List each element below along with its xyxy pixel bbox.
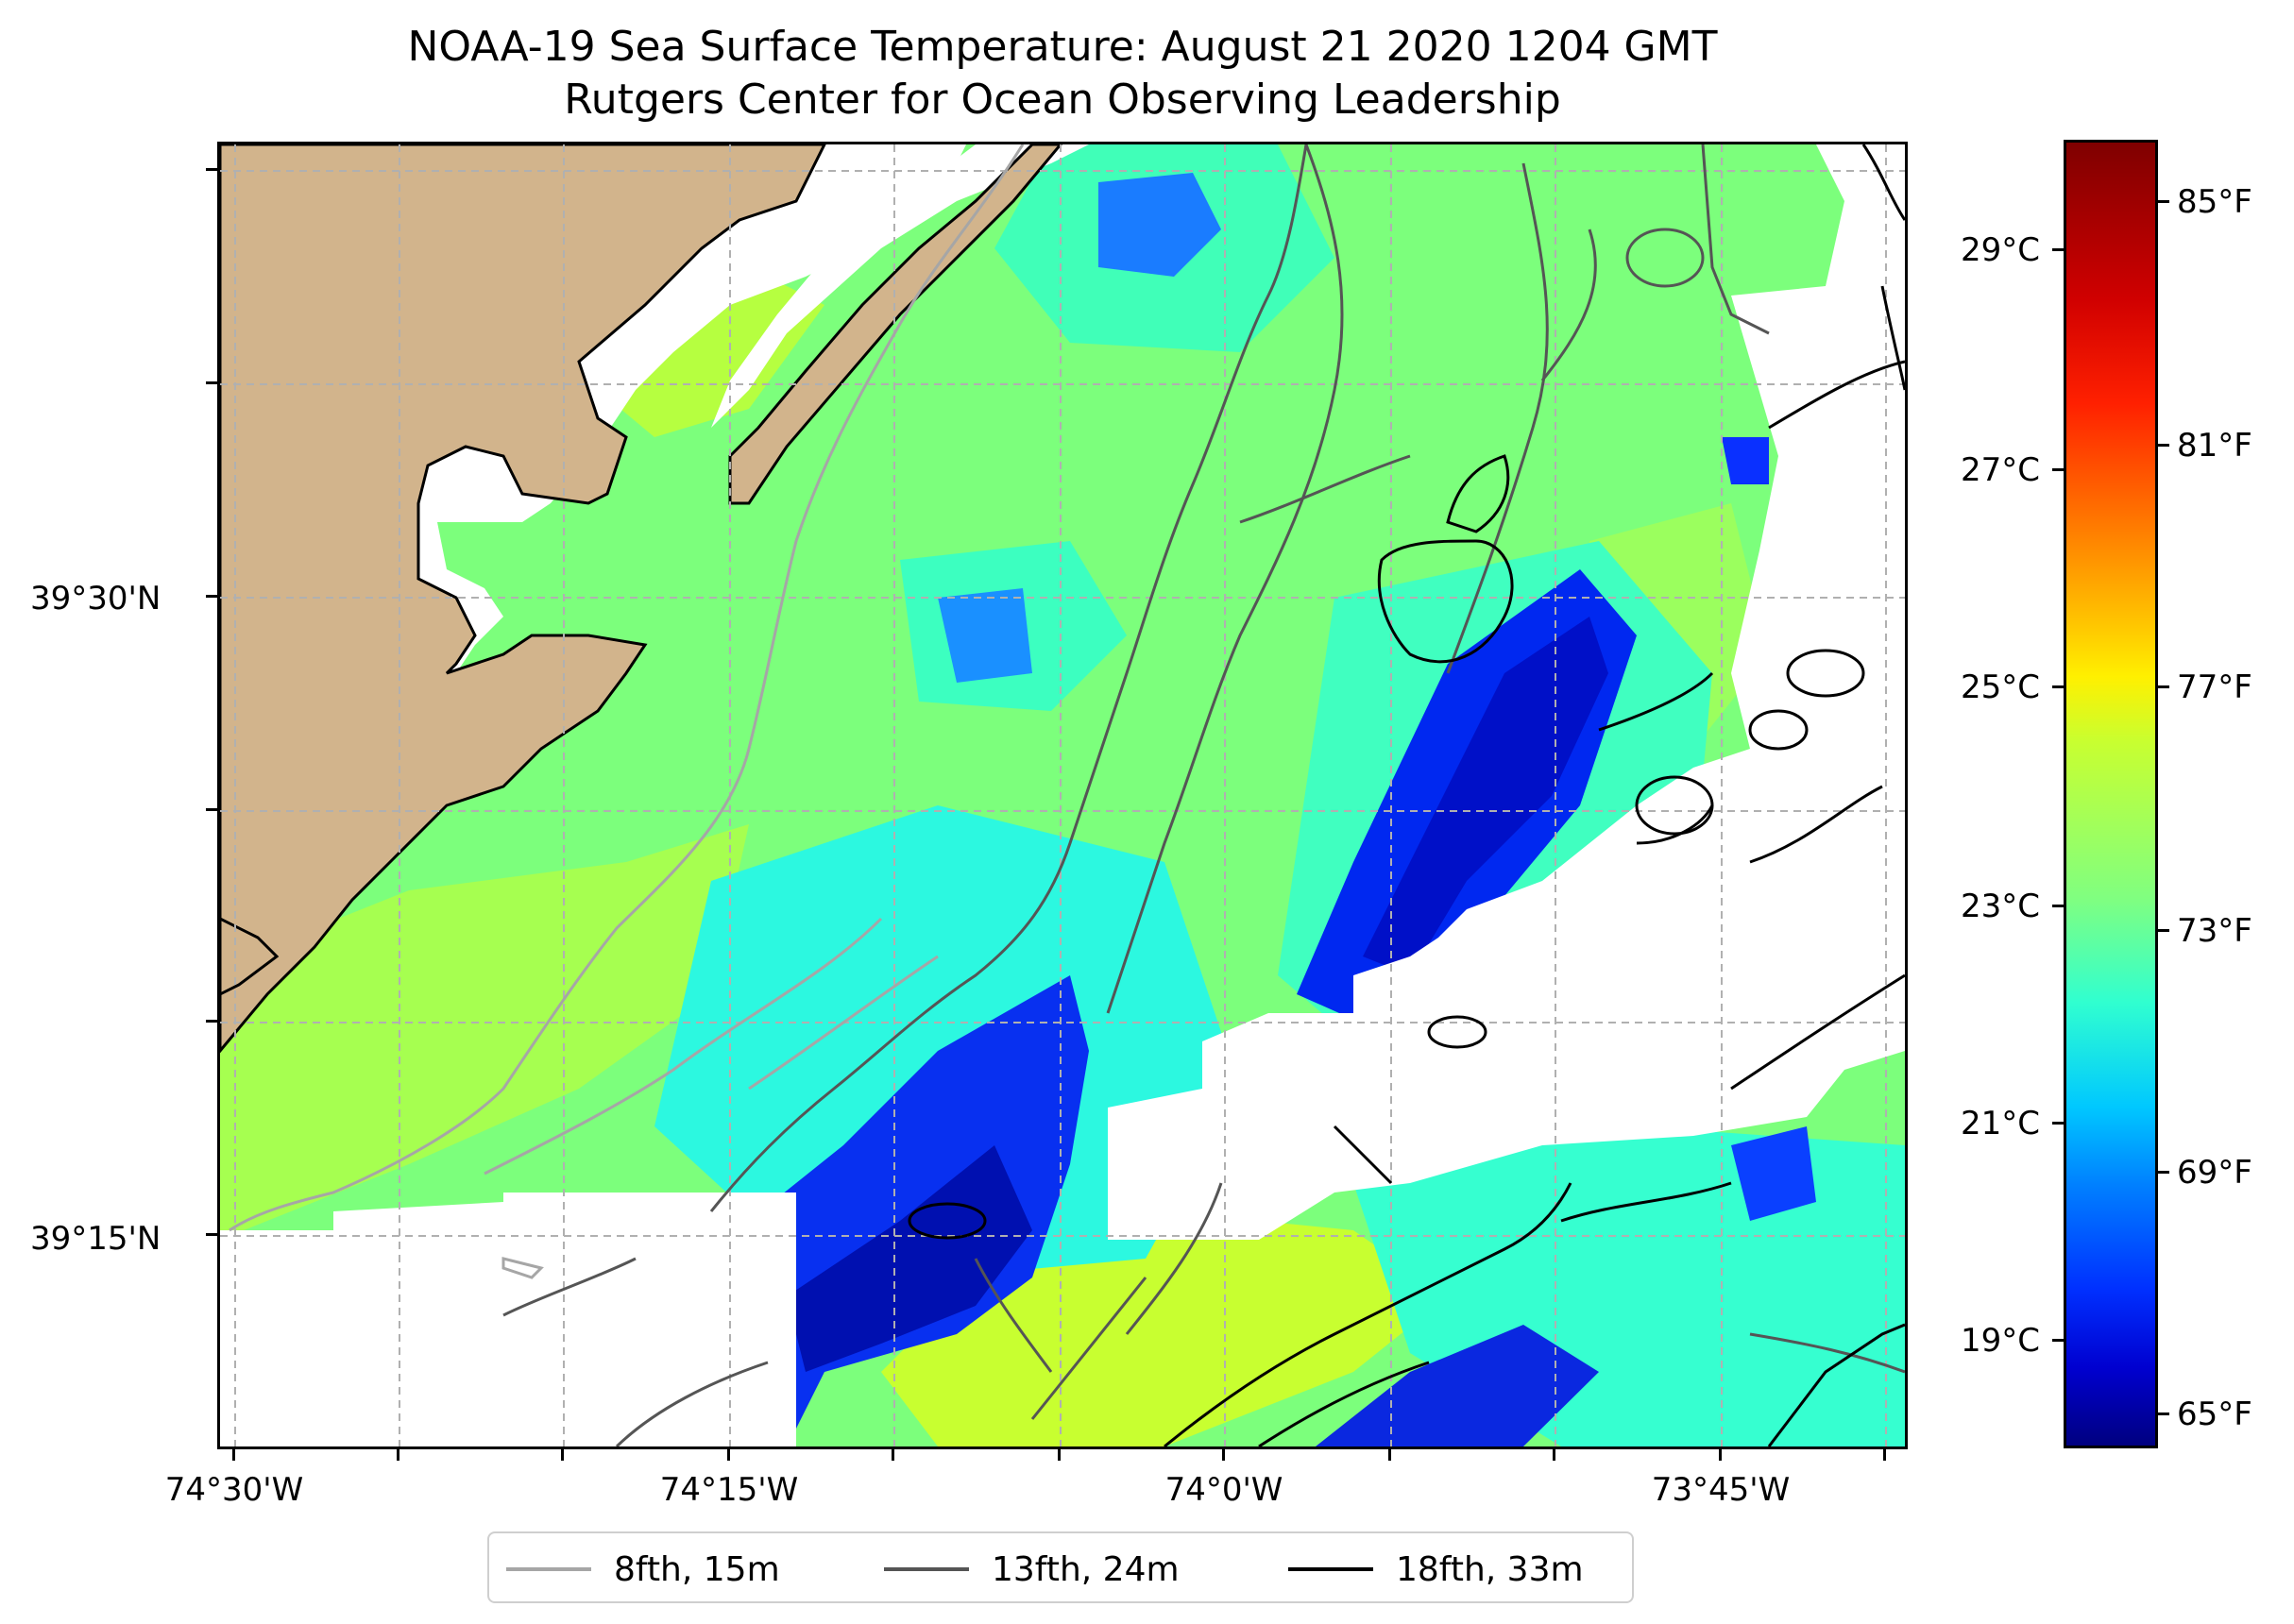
cb-label-23c: 23°C: [1960, 888, 2040, 925]
lon-label-74-15: 74°15'W: [659, 1471, 799, 1509]
land-barrier-island: [728, 144, 1062, 505]
legend-swatch-18fth: [1288, 1567, 1373, 1571]
sst-cyan-southwest: [654, 805, 1240, 1277]
cb-tick-f: [2158, 1413, 2169, 1415]
chart-title: NOAA-19 Sea Surface Temperature: August …: [217, 21, 1908, 127]
lon-tick: [727, 1449, 730, 1461]
lat-tick: [206, 381, 217, 384]
cb-tick-f: [2158, 929, 2169, 932]
legend-swatch-13fth: [884, 1567, 969, 1571]
lon-tick: [1553, 1449, 1555, 1461]
legend-label-18fth: 18fth, 33m: [1396, 1549, 1584, 1589]
sst-blue-far-east: [1731, 1126, 1816, 1221]
lat-label-39-15: 39°15'N: [30, 1220, 161, 1258]
colorbar: [2064, 140, 2158, 1448]
nodata-coast-strip: [711, 144, 1089, 428]
contour-13fth: [502, 144, 1905, 1446]
cb-label-85f: 85°F: [2177, 183, 2252, 221]
contour-8fth: [229, 144, 1025, 1279]
sst-blue-far-east-2: [1722, 437, 1769, 484]
cb-tick-c: [2052, 1339, 2064, 1342]
cb-label-77f: 77°F: [2177, 668, 2252, 706]
cb-tick-f: [2158, 444, 2169, 447]
cb-tick-c: [2052, 905, 2064, 907]
lon-label-74-0: 74°0'W: [1164, 1471, 1283, 1509]
cb-tick-c: [2052, 1122, 2064, 1125]
lat-tick: [206, 1233, 217, 1236]
lat-tick: [206, 595, 217, 598]
cb-label-27c: 27°C: [1960, 451, 2040, 489]
cb-label-25c: 25°C: [1960, 668, 2040, 706]
title-line-2: Rutgers Center for Ocean Observing Leade…: [564, 76, 1561, 124]
lat-tick: [206, 168, 217, 171]
lon-tick: [397, 1449, 399, 1461]
lon-label-73-45: 73°45'W: [1651, 1471, 1791, 1509]
legend-swatch-8fth: [506, 1567, 591, 1571]
sst-blue-se-band: [1316, 1325, 1599, 1446]
lon-tick: [1883, 1449, 1886, 1461]
sst-blue-north-eddy: [1098, 173, 1221, 277]
contour-18fth: [908, 144, 1905, 1446]
lat-tick: [206, 808, 217, 811]
cb-tick-f: [2158, 1171, 2169, 1174]
legend-label-8fth: 8fth, 15m: [614, 1549, 780, 1589]
cb-label-73f: 73°F: [2177, 912, 2252, 950]
cb-label-69f: 69°F: [2177, 1154, 2252, 1192]
cb-label-81f: 81°F: [2177, 427, 2252, 465]
lon-tick: [1222, 1449, 1225, 1461]
title-line-1: NOAA-19 Sea Surface Temperature: August …: [407, 23, 1718, 71]
lon-tick: [232, 1449, 235, 1461]
cb-tick-c: [2052, 468, 2064, 471]
lon-tick: [1058, 1449, 1061, 1461]
legend-label-13fth: 13fth, 24m: [992, 1549, 1180, 1589]
nodata-southwest: [220, 1193, 796, 1446]
lat-label-39-30: 39°30'N: [30, 580, 161, 617]
nodata-center-south: [1108, 711, 1905, 1240]
gridlines: [220, 144, 1905, 1446]
lon-tick: [561, 1449, 564, 1461]
nodata-east: [1731, 286, 1905, 749]
sst-map: [220, 144, 1905, 1446]
cb-label-65f: 65°F: [2177, 1396, 2252, 1433]
sst-blue-sw-core: [787, 1145, 1032, 1372]
cb-label-29c: 29°C: [1960, 231, 2040, 269]
legend-item-8fth: 8fth, 15m: [506, 1533, 780, 1605]
sst-blue-east-core: [1363, 617, 1608, 975]
sst-blue-center-eddy: [938, 588, 1032, 683]
land-new-jersey: [220, 144, 826, 1054]
cb-tick-c: [2052, 685, 2064, 688]
map-area[interactable]: [217, 142, 1908, 1449]
contour-legend: 8fth, 15m 13fth, 24m 18fth, 33m: [487, 1531, 1634, 1603]
lat-tick: [206, 1020, 217, 1023]
cb-tick-c: [2052, 248, 2064, 251]
cb-tick-f: [2158, 200, 2169, 203]
cb-tick-f: [2158, 685, 2169, 688]
lon-tick: [892, 1449, 894, 1461]
lon-tick: [1388, 1449, 1391, 1461]
cb-label-21c: 21°C: [1960, 1105, 2040, 1142]
legend-item-13fth: 13fth, 24m: [884, 1533, 1180, 1605]
cb-label-19c: 19°C: [1960, 1322, 2040, 1360]
legend-item-18fth: 18fth, 33m: [1288, 1533, 1584, 1605]
lon-tick: [1719, 1449, 1722, 1461]
lon-label-74-30: 74°30'W: [164, 1471, 304, 1509]
